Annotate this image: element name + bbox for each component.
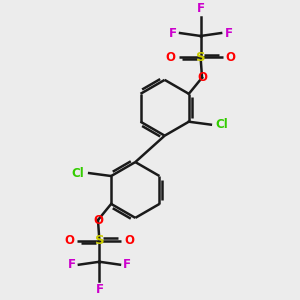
Text: F: F bbox=[95, 283, 104, 296]
Text: O: O bbox=[93, 214, 103, 226]
Text: Cl: Cl bbox=[72, 167, 84, 180]
Text: F: F bbox=[68, 258, 76, 271]
Text: Cl: Cl bbox=[216, 118, 228, 131]
Text: O: O bbox=[197, 71, 207, 84]
Text: F: F bbox=[169, 26, 177, 40]
Text: F: F bbox=[123, 258, 131, 271]
Text: S: S bbox=[196, 51, 206, 64]
Text: F: F bbox=[196, 2, 205, 15]
Text: O: O bbox=[226, 51, 236, 64]
Text: O: O bbox=[64, 234, 74, 247]
Text: O: O bbox=[165, 51, 175, 64]
Text: S: S bbox=[94, 234, 104, 247]
Text: O: O bbox=[125, 234, 135, 247]
Text: F: F bbox=[224, 26, 232, 40]
